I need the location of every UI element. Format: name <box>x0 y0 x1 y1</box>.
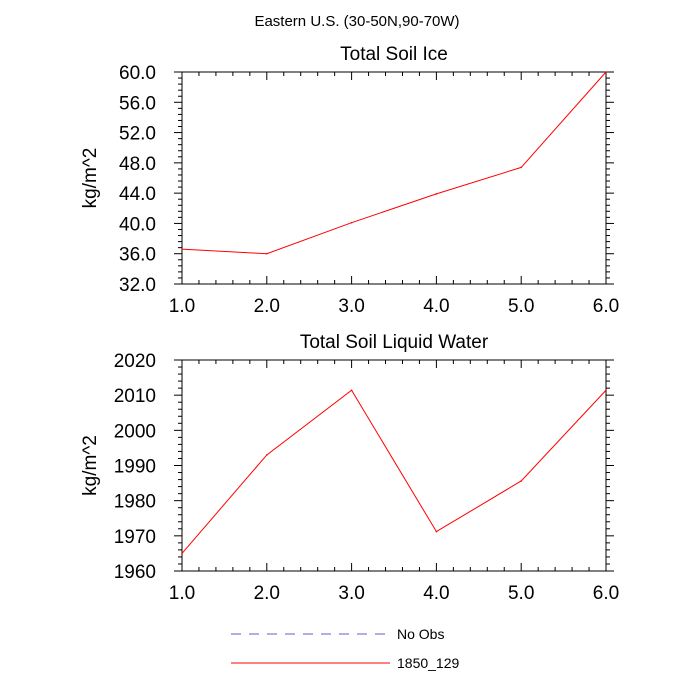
data-point <box>435 530 438 533</box>
plot-frame <box>181 359 607 572</box>
data-point <box>435 193 438 195</box>
data-point <box>350 389 353 392</box>
chart-panels: Total Soil Ice kg/m^2 1.0 2.0 3.0 4.0 5.0 6.0 32… <box>80 44 619 604</box>
x-tick-label: 2.0 <box>254 296 280 317</box>
x-tick-label: 4.0 <box>423 583 449 604</box>
x-tick-label: 3.0 <box>338 296 364 317</box>
data-point <box>266 252 268 255</box>
series-line-1850_129 <box>181 71 607 255</box>
data-point <box>605 71 607 73</box>
y-tick-label: 1960 <box>114 562 156 583</box>
y-tick-label: 2000 <box>114 421 156 442</box>
x-tick-label: 6.0 <box>593 583 619 604</box>
legend-label-1: No Obs <box>397 626 444 642</box>
y-tick-label: 48.0 <box>119 154 156 175</box>
x-tick-label: 3.0 <box>338 583 364 604</box>
y-tick-label: 1990 <box>114 457 156 478</box>
panel-title: Total Soil Liquid Water <box>300 332 489 353</box>
y-tick-label: 1980 <box>114 492 156 513</box>
y-tick-label: 52.0 <box>119 124 156 145</box>
x-tick-label: 5.0 <box>508 583 534 604</box>
series-line-1850_129 <box>181 389 607 554</box>
y-tick-label: 56.0 <box>119 93 156 114</box>
legend: No Obs 1850_129 <box>231 626 460 671</box>
x-tick-label: 5.0 <box>508 296 534 317</box>
y-axis-label: kg/m^2 <box>80 148 101 209</box>
x-tick-label: 1.0 <box>169 296 195 317</box>
y-tick-label: 2010 <box>114 386 156 407</box>
plot-frame <box>181 71 607 285</box>
legend-label-2: 1850_129 <box>397 655 460 671</box>
y-tick-label: 1970 <box>114 527 156 548</box>
panel-title: Total Soil Ice <box>340 44 448 65</box>
x-tick-label: 1.0 <box>169 583 195 604</box>
y-tick-label: 40.0 <box>119 214 156 235</box>
figure-title: Eastern U.S. (30-50N,90-70W) <box>254 13 459 30</box>
data-point <box>605 389 607 392</box>
x-tick-label: 4.0 <box>423 296 449 317</box>
panel-2: Total Soil Liquid Water kg/m^2 1.0 2.0 3.0 4.… <box>80 332 619 604</box>
y-tick-label: 36.0 <box>119 245 156 266</box>
y-tick-label: 44.0 <box>119 184 156 205</box>
x-tick-label: 2.0 <box>254 583 280 604</box>
y-tick-label: 60.0 <box>119 63 156 84</box>
data-point <box>266 454 268 456</box>
data-point <box>350 221 353 224</box>
y-axis-label: kg/m^2 <box>80 435 101 496</box>
data-point <box>520 166 522 169</box>
data-point <box>520 480 522 482</box>
data-point <box>181 552 183 555</box>
x-tick-label: 6.0 <box>593 296 619 317</box>
panel-1: Total Soil Ice kg/m^2 1.0 2.0 3.0 4.0 5.0 6.0 32… <box>80 44 619 317</box>
y-tick-label: 2020 <box>114 351 156 372</box>
y-tick-label: 32.0 <box>119 275 156 296</box>
data-point <box>181 248 183 250</box>
